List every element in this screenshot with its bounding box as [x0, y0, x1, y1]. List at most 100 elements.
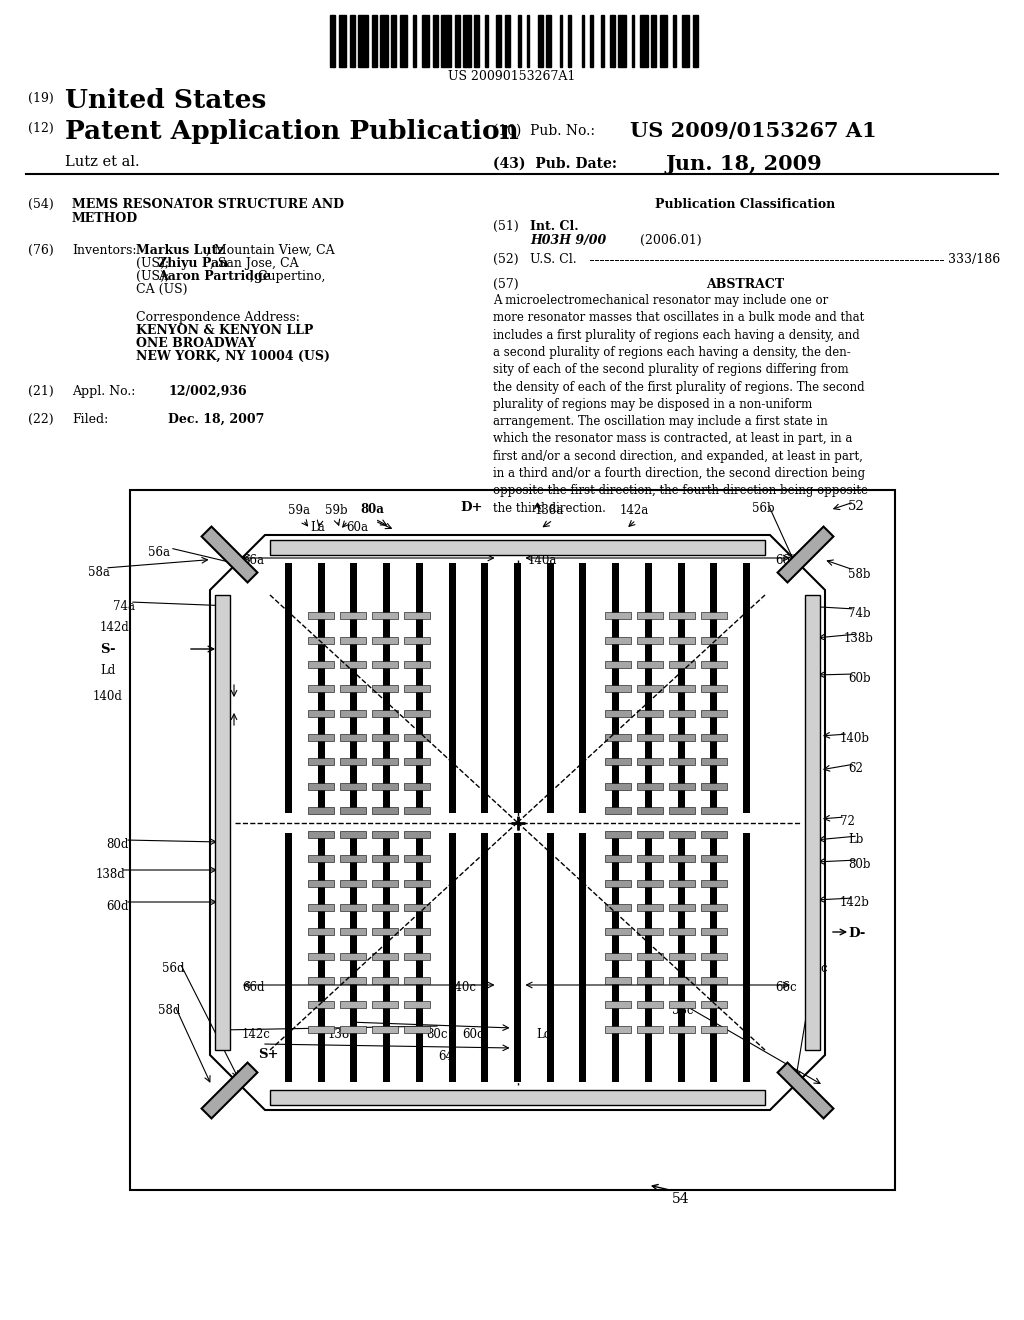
Bar [568, 15, 570, 67]
Bar [399, 15, 407, 67]
Bar [372, 807, 397, 814]
Bar [637, 928, 664, 936]
Bar [308, 977, 334, 983]
Text: 56b: 56b [752, 502, 774, 515]
Bar [559, 15, 562, 67]
Text: 56d: 56d [162, 962, 184, 975]
Text: S+: S+ [258, 1048, 279, 1061]
Text: 58a: 58a [88, 566, 110, 579]
Text: 60d: 60d [106, 900, 128, 913]
Bar [743, 833, 750, 1082]
Bar [743, 564, 750, 813]
Bar [380, 15, 387, 67]
Bar [441, 15, 451, 67]
Bar [673, 15, 676, 67]
Bar [637, 734, 664, 741]
Bar [416, 833, 423, 1082]
Bar [637, 612, 664, 619]
Bar [340, 855, 366, 862]
Bar [496, 15, 501, 67]
Bar [130, 490, 895, 1191]
Bar [372, 758, 397, 766]
Bar [701, 1002, 727, 1008]
Bar [403, 783, 430, 789]
Text: 142b: 142b [840, 896, 869, 909]
Text: NEW YORK, NY 10004 (US): NEW YORK, NY 10004 (US) [136, 350, 330, 363]
Text: 80a: 80a [360, 503, 384, 516]
Bar [308, 904, 334, 911]
Bar [403, 904, 430, 911]
Bar [805, 595, 820, 1049]
Text: 56a: 56a [148, 546, 170, 558]
Bar [416, 564, 423, 813]
Bar [350, 564, 357, 813]
Text: 142a: 142a [620, 504, 649, 517]
Text: (43)  Pub. Date:: (43) Pub. Date: [493, 157, 617, 172]
Text: (57): (57) [493, 279, 518, 290]
Bar [340, 832, 366, 838]
Bar [701, 953, 727, 960]
Bar [340, 880, 366, 887]
Text: 66c: 66c [775, 981, 797, 994]
Bar [605, 734, 631, 741]
Bar [349, 15, 354, 67]
Text: (54): (54) [28, 198, 53, 211]
Bar [518, 15, 520, 67]
Bar [612, 833, 620, 1082]
Bar [637, 977, 664, 983]
Bar [340, 928, 366, 936]
Bar [308, 928, 334, 936]
Text: 60b: 60b [848, 672, 870, 685]
Bar [711, 564, 717, 813]
Bar [285, 564, 292, 813]
Bar [308, 953, 334, 960]
Text: 74a: 74a [113, 601, 135, 612]
Bar [403, 612, 430, 619]
Bar [372, 904, 397, 911]
Bar [637, 807, 664, 814]
Text: Lb: Lb [848, 833, 863, 846]
Text: Patent Application Publication: Patent Application Publication [65, 119, 519, 144]
Bar [701, 710, 727, 717]
Bar [701, 1026, 727, 1032]
Text: US 20090153267A1: US 20090153267A1 [449, 70, 575, 83]
Bar [330, 15, 335, 67]
Text: US 2009/0153267 A1: US 2009/0153267 A1 [630, 121, 877, 141]
Text: 62: 62 [848, 762, 863, 775]
Bar [340, 904, 366, 911]
Bar [605, 758, 631, 766]
Bar [432, 15, 437, 67]
Text: (51): (51) [493, 220, 519, 234]
Text: (52): (52) [493, 253, 518, 267]
Bar [449, 564, 456, 813]
Bar [637, 758, 664, 766]
Bar [601, 15, 603, 67]
Bar [605, 710, 631, 717]
Bar [403, 758, 430, 766]
Bar [632, 15, 634, 67]
Text: 142d: 142d [100, 620, 130, 634]
Bar [546, 15, 551, 67]
Bar [605, 807, 631, 814]
Bar [403, 1002, 430, 1008]
Text: 66d: 66d [242, 981, 264, 994]
Bar [308, 710, 334, 717]
Bar [403, 1026, 430, 1032]
Text: (21): (21) [28, 385, 53, 399]
Bar [340, 1002, 366, 1008]
Bar [403, 807, 430, 814]
Bar [538, 15, 543, 67]
Bar [308, 612, 334, 619]
Text: Correspondence Address:: Correspondence Address: [136, 312, 300, 323]
Text: KENYON & KENYON LLP: KENYON & KENYON LLP [136, 323, 313, 337]
Text: (2006.01): (2006.01) [640, 234, 701, 247]
Bar [317, 564, 325, 813]
Bar [340, 807, 366, 814]
Bar [413, 15, 416, 67]
Bar [590, 15, 593, 67]
Text: 140a: 140a [527, 554, 557, 568]
Text: Zhiyu Pan: Zhiyu Pan [158, 257, 228, 271]
Text: 12/002,936: 12/002,936 [168, 385, 247, 399]
Text: S-: S- [100, 643, 116, 656]
Text: H03H 9/00: H03H 9/00 [530, 234, 606, 247]
